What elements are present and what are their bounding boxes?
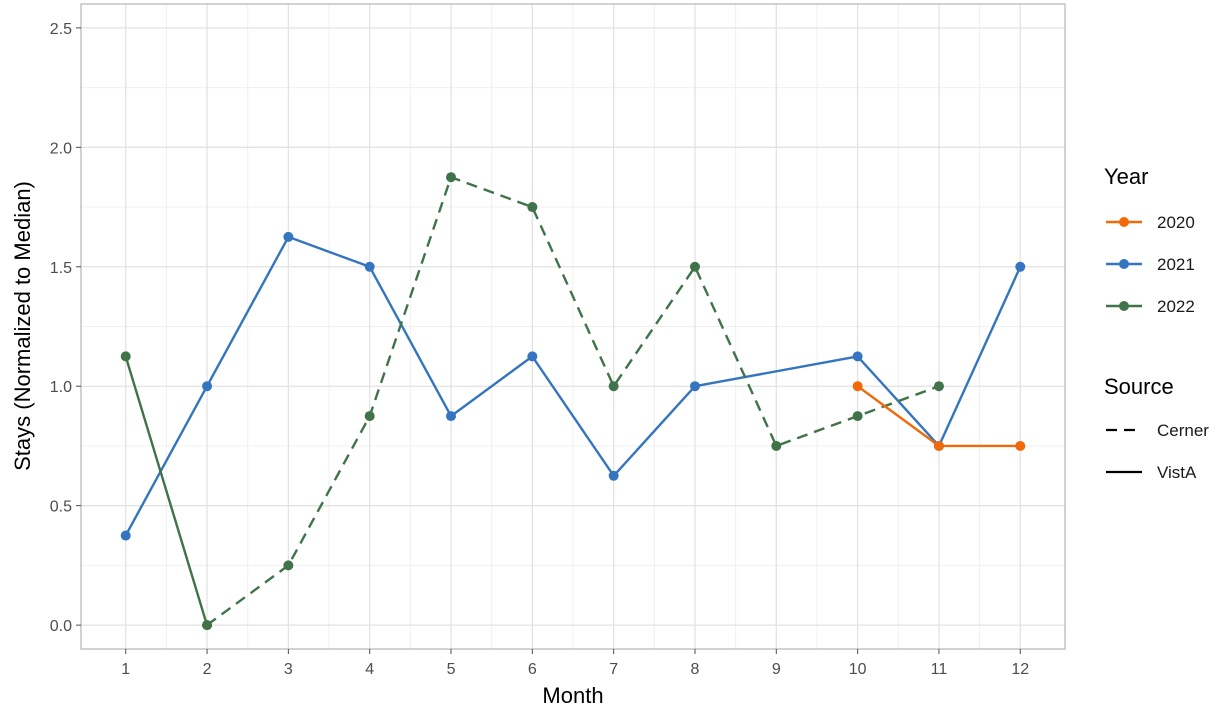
data-point-2022: [852, 411, 863, 422]
legend-label-vista: VistA: [1157, 463, 1197, 482]
x-tick-label: 11: [931, 661, 948, 678]
data-point-2020: [933, 440, 944, 451]
data-point-2022: [527, 202, 538, 213]
plot-panel-border: [80, 3, 1066, 650]
x-tick-label: 10: [849, 661, 867, 678]
data-point-2022: [202, 620, 213, 631]
data-point-2022: [608, 381, 619, 392]
major-gridlines: [81, 4, 1065, 649]
data-point-2022: [689, 261, 700, 272]
data-point-2022: [446, 172, 457, 183]
x-tick-label: 2: [203, 661, 212, 678]
data-point-2022: [364, 411, 375, 422]
data-point-2021: [527, 351, 538, 362]
data-point-2021: [202, 381, 213, 392]
x-tick-label: 8: [691, 661, 700, 678]
y-tick-label: 2.5: [50, 21, 72, 38]
y-tick-label: 1.5: [50, 260, 72, 277]
legend-key-point-2020: [1119, 217, 1129, 227]
data-point-2021: [1015, 261, 1026, 272]
data-point-2020: [852, 381, 863, 392]
data-point-2022: [120, 351, 131, 362]
legend-key-point-2022: [1119, 301, 1129, 311]
data-point-2021: [120, 530, 131, 541]
y-tick-label: 1.0: [50, 379, 72, 396]
y-axis-ticks: 0.0 0.5 1.0 1.5 2.0 2.5: [50, 21, 81, 635]
series-points: [120, 172, 1026, 631]
x-axis-ticks: 1 2 3 4 5 6 7 8 9 10 11 12: [121, 649, 1029, 678]
legend-label-2022: 2022: [1157, 297, 1195, 316]
x-axis-title: Month: [542, 683, 603, 708]
legend-title-source: Source: [1104, 374, 1174, 399]
x-tick-label: 7: [609, 661, 618, 678]
data-point-2021: [608, 470, 619, 481]
y-tick-label: 2.0: [50, 140, 72, 157]
x-tick-label: 4: [365, 661, 374, 678]
legend-key-point-2021: [1119, 259, 1129, 269]
minor-gridlines: [81, 4, 1065, 649]
data-point-2020: [1015, 440, 1026, 451]
data-point-2022: [283, 560, 294, 571]
legend-label-2020: 2020: [1157, 213, 1195, 232]
legend-year-items: 2020 2021 2022: [1106, 213, 1195, 316]
y-tick-label: 0.0: [50, 618, 72, 635]
data-point-2022: [933, 381, 944, 392]
x-tick-label: 3: [284, 661, 293, 678]
data-point-2021: [852, 351, 863, 362]
y-tick-label: 0.5: [50, 499, 72, 516]
x-tick-label: 6: [528, 661, 537, 678]
legend: Year 2020 2021 2022 Source Cerner VistA: [1104, 164, 1209, 482]
legend-title-year: Year: [1104, 164, 1148, 189]
legend-label-cerner: Cerner: [1157, 421, 1209, 440]
data-point-2021: [446, 411, 457, 422]
x-tick-label: 5: [447, 661, 456, 678]
data-point-2021: [364, 261, 375, 272]
data-point-2021: [283, 231, 294, 242]
y-axis-title: Stays (Normalized to Median): [10, 181, 35, 471]
series-line-2022-vista: [124, 356, 209, 626]
data-point-2021: [689, 381, 700, 392]
legend-label-2021: 2021: [1157, 255, 1195, 274]
series-line-2022-cerner: [206, 175, 940, 627]
x-tick-label: 1: [121, 661, 130, 678]
legend-source-items: Cerner VistA: [1106, 421, 1209, 482]
x-tick-label: 12: [1011, 661, 1029, 678]
data-point-2022: [771, 440, 782, 451]
x-tick-label: 9: [772, 661, 781, 678]
